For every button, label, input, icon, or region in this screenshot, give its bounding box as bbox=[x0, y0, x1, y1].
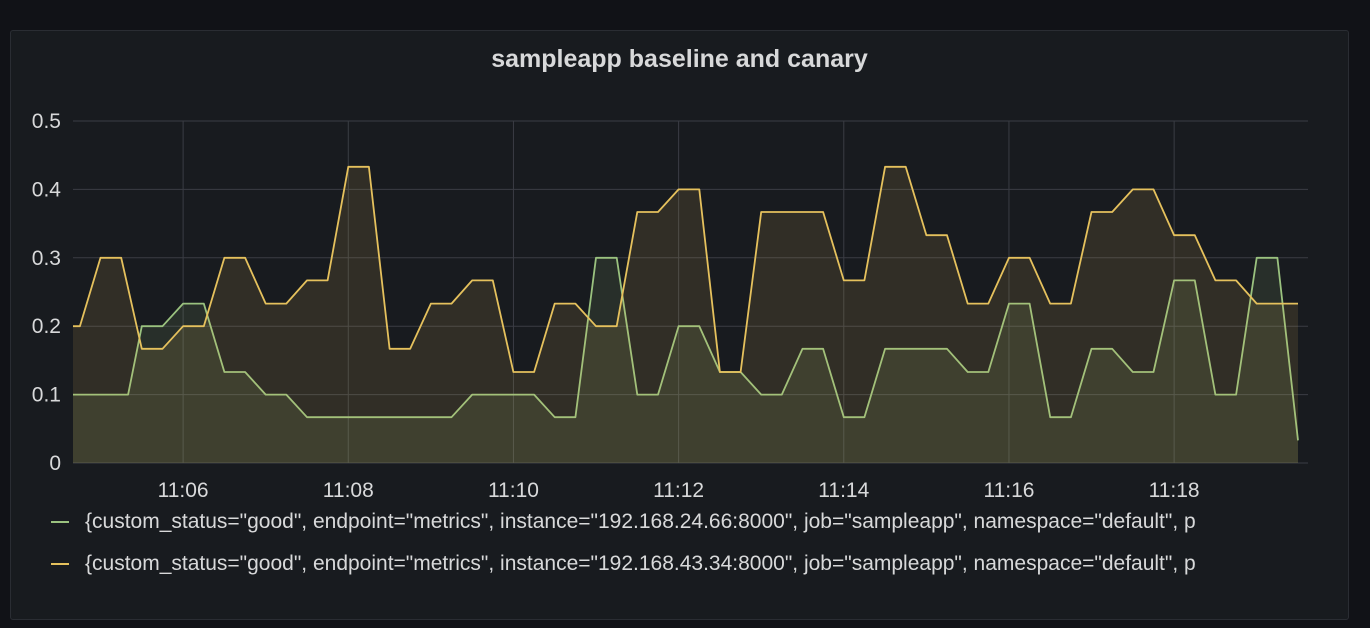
legend-item[interactable]: {custom_status="good", endpoint="metrics… bbox=[51, 543, 1341, 585]
x-tick-label: 11:14 bbox=[818, 479, 869, 501]
chart-panel: sampleapp baseline and canary 0 0.1 0.2 0.3… bbox=[10, 30, 1349, 620]
y-tick-label: 0.5 bbox=[32, 110, 61, 133]
y-tick-label: 0 bbox=[49, 452, 61, 475]
y-tick-label: 0.3 bbox=[32, 247, 61, 270]
panel-title: sampleapp baseline and canary bbox=[491, 45, 868, 73]
x-tick-label: 11:06 bbox=[158, 479, 209, 501]
legend-label: {custom_status="good", endpoint="metrics… bbox=[85, 510, 1196, 533]
y-tick-label: 0.4 bbox=[32, 178, 62, 201]
x-tick-label: 11:12 bbox=[653, 479, 704, 501]
y-tick-label: 0.2 bbox=[32, 315, 61, 338]
legend-swatch bbox=[51, 521, 69, 523]
legend-item[interactable]: {custom_status="good", endpoint="metrics… bbox=[51, 501, 1341, 543]
x-tick-label: 11:16 bbox=[983, 479, 1034, 501]
series-0-area bbox=[73, 257, 1298, 463]
y-tick-label: 0.1 bbox=[32, 384, 61, 407]
series-1-line bbox=[73, 165, 1298, 373]
x-tick-label: 11:10 bbox=[488, 479, 539, 501]
series-0-line bbox=[73, 256, 1299, 441]
chart-legend: {custom_status="good", endpoint="metrics… bbox=[51, 501, 1341, 585]
legend-label: {custom_status="good", endpoint="metrics… bbox=[85, 552, 1196, 575]
x-tick-label: 11:08 bbox=[323, 479, 374, 501]
x-tick-label: 11:18 bbox=[1149, 479, 1200, 501]
series-1-area bbox=[73, 166, 1298, 464]
chart-plot: 0 0.1 0.2 0.3 0.4 0.5 11:06 11:08 11:10 11:12 11:1… bbox=[32, 110, 1308, 501]
legend-swatch bbox=[51, 563, 69, 565]
